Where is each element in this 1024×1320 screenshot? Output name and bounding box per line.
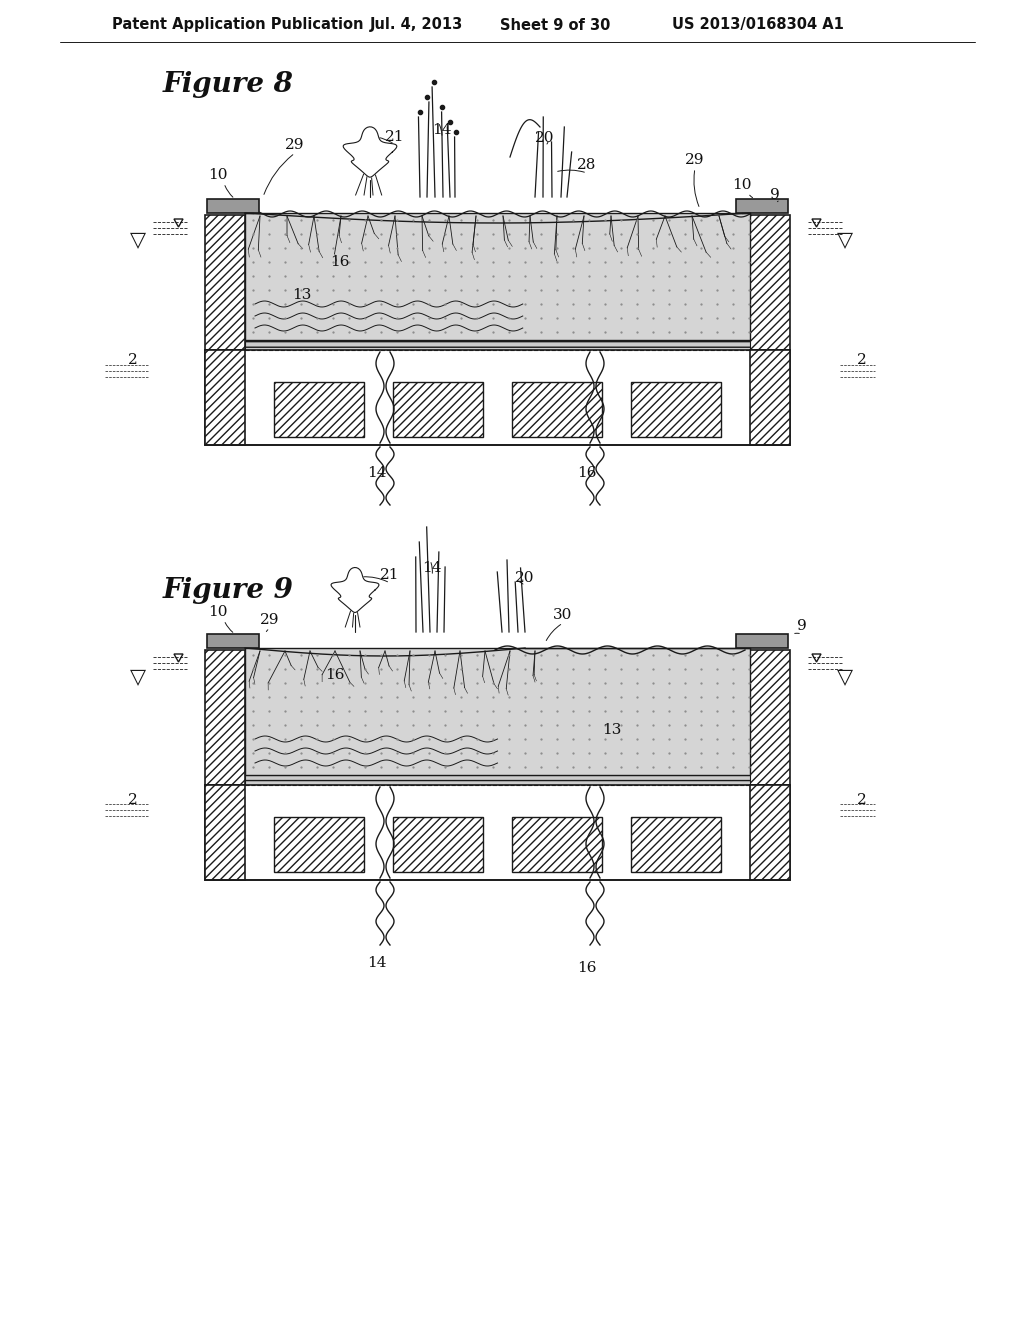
Text: 10: 10 <box>732 178 752 191</box>
Bar <box>750 649 790 785</box>
Polygon shape <box>331 568 379 612</box>
Text: Figure 9: Figure 9 <box>163 577 294 603</box>
Text: 29: 29 <box>286 139 305 152</box>
Polygon shape <box>812 219 821 227</box>
Text: 29: 29 <box>260 612 280 627</box>
Text: 16: 16 <box>326 668 345 682</box>
Text: 14: 14 <box>368 956 387 970</box>
Bar <box>205 785 245 880</box>
Bar <box>393 817 483 873</box>
Text: 13: 13 <box>602 723 622 737</box>
Bar <box>736 634 788 648</box>
Polygon shape <box>174 653 183 663</box>
Text: 16: 16 <box>578 961 597 975</box>
Text: US 2013/0168304 A1: US 2013/0168304 A1 <box>672 17 844 33</box>
Text: Jul. 4, 2013: Jul. 4, 2013 <box>370 17 463 33</box>
Text: 16: 16 <box>331 255 350 269</box>
Text: ▽: ▽ <box>130 667 146 686</box>
Bar <box>245 341 750 350</box>
Text: 9: 9 <box>770 187 780 202</box>
Text: 9: 9 <box>797 619 807 634</box>
Bar <box>205 350 790 445</box>
Bar <box>393 381 483 437</box>
Bar <box>750 785 790 880</box>
Bar <box>512 817 602 873</box>
Text: 2: 2 <box>128 352 138 367</box>
Text: 14: 14 <box>432 123 452 137</box>
Bar <box>205 785 790 880</box>
Text: ▽: ▽ <box>837 230 853 249</box>
Bar <box>631 381 721 437</box>
Text: Figure 8: Figure 8 <box>163 71 294 99</box>
Bar <box>245 648 750 775</box>
Bar <box>631 817 721 873</box>
Text: 20: 20 <box>536 131 555 145</box>
Bar <box>274 381 364 437</box>
Text: 10: 10 <box>208 168 227 182</box>
Text: 2: 2 <box>128 793 138 807</box>
Bar <box>205 350 245 445</box>
Text: 30: 30 <box>553 609 572 622</box>
Polygon shape <box>174 219 183 227</box>
Bar <box>750 350 790 445</box>
Text: 29: 29 <box>685 153 705 168</box>
Polygon shape <box>343 127 397 177</box>
Text: 2: 2 <box>857 793 867 807</box>
Text: 2: 2 <box>857 352 867 367</box>
Text: Sheet 9 of 30: Sheet 9 of 30 <box>500 17 610 33</box>
Text: 20: 20 <box>515 572 535 585</box>
Text: ▽: ▽ <box>837 667 853 686</box>
Text: ▽: ▽ <box>130 230 146 249</box>
Text: 16: 16 <box>578 466 597 480</box>
Bar <box>274 817 364 873</box>
Bar <box>750 215 790 350</box>
Text: 13: 13 <box>292 288 311 302</box>
Text: 21: 21 <box>385 129 404 144</box>
Bar <box>245 775 750 785</box>
Text: 10: 10 <box>208 605 227 619</box>
Text: 14: 14 <box>422 561 441 576</box>
Bar <box>245 213 750 341</box>
Text: 21: 21 <box>380 568 399 582</box>
Bar <box>207 634 259 648</box>
Bar <box>207 199 259 213</box>
Text: 28: 28 <box>578 158 597 172</box>
Polygon shape <box>812 653 821 663</box>
Bar <box>205 649 245 785</box>
Bar <box>736 199 788 213</box>
Bar <box>205 215 245 350</box>
Bar <box>512 381 602 437</box>
Text: 14: 14 <box>368 466 387 480</box>
Text: Patent Application Publication: Patent Application Publication <box>112 17 364 33</box>
